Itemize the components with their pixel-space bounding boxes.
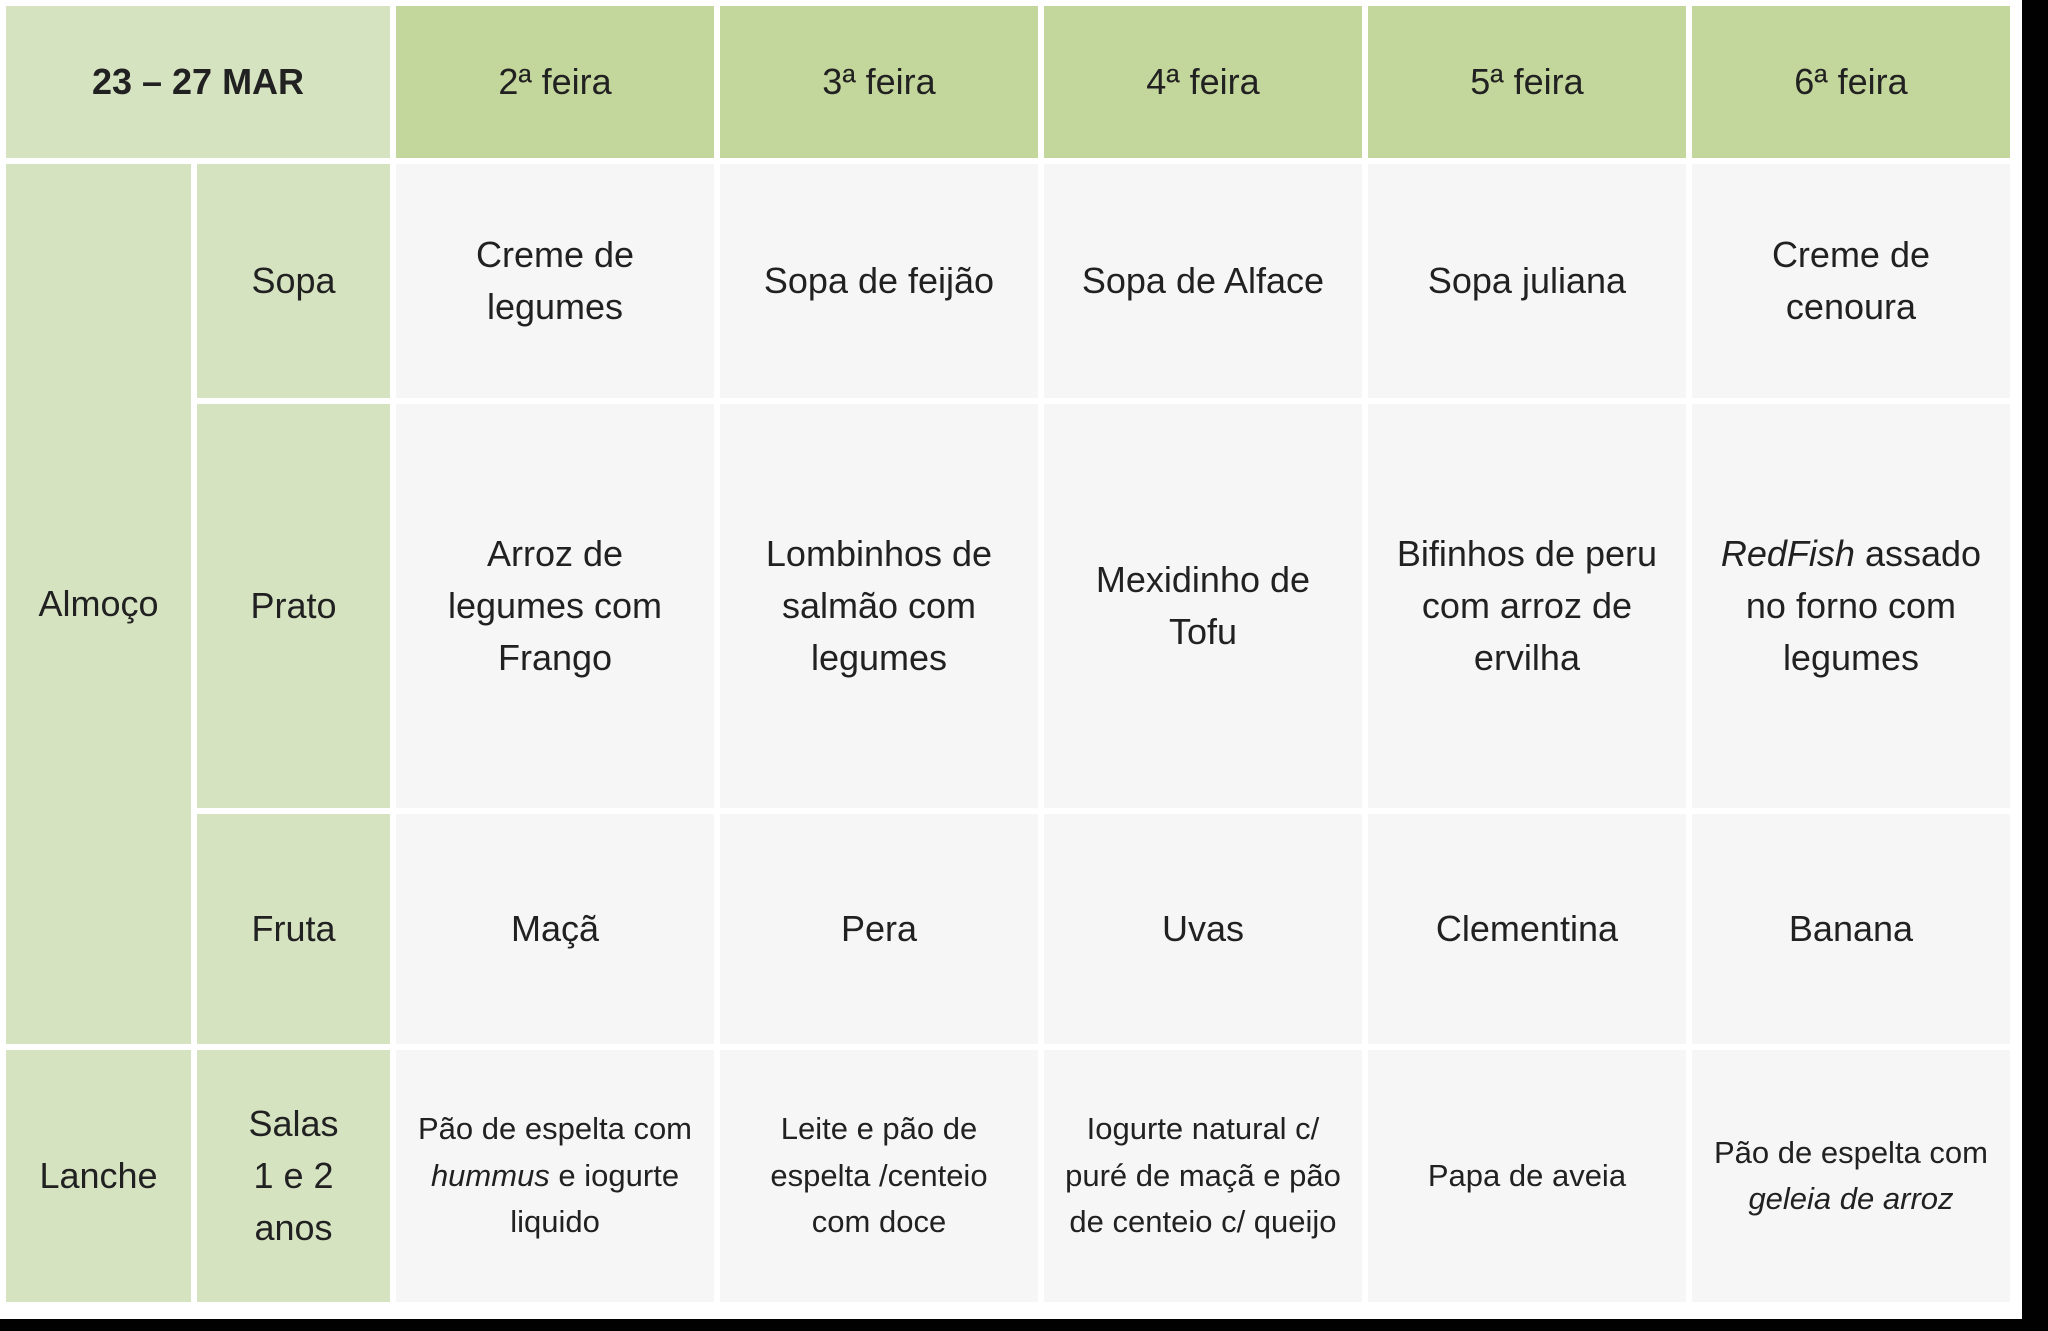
day-header-3a-feira: 3ª feira (720, 6, 1038, 158)
category-label-fruta: Fruta (197, 814, 391, 1044)
section-label-almoco: Almoço (6, 164, 191, 1044)
lanche-row: Lanche Salas 1 e 2 anos Pão de espelta c… (6, 1050, 2010, 1302)
menu-cell-prato-2a-feira: Arroz de legumes com Frango (396, 404, 714, 808)
menu-cell-sopa-6a-feira: Creme de cenoura (1691, 164, 2010, 398)
menu-cell-lanche-2a-feira: Pão de espelta com hummus e iogurte liqu… (396, 1050, 714, 1302)
menu-cell-fruta-5a-feira: Clementina (1367, 814, 1686, 1044)
menu-cell-fruta-3a-feira: Pera (720, 814, 1038, 1044)
menu-cell-fruta-6a-feira: Banana (1691, 814, 2010, 1044)
menu-cell-lanche-6a-feira: Pão de espelta com geleia de arroz (1691, 1050, 2010, 1302)
menu-cell-prato-3a-feira: Lombinhos de salmão com legumes (720, 404, 1038, 808)
menu-cell-sopa-5a-feira: Sopa juliana (1367, 164, 1686, 398)
fruta-row: Fruta Maçã Pera Uvas Clementina Banana (6, 814, 2010, 1044)
day-header-2a-feira: 2ª feira (396, 6, 714, 158)
prato-row: Prato Arroz de legumes com Frango Lombin… (6, 404, 2010, 808)
weekly-menu-table: 23 – 27 MAR 2ª feira 3ª feira 4ª feira 5… (6, 6, 2010, 1302)
week-range-header: 23 – 27 MAR (6, 6, 391, 158)
day-header-4a-feira: 4ª feira (1043, 6, 1362, 158)
bottom-black-bar (0, 1319, 2048, 1331)
menu-cell-lanche-4a-feira: Iogurte natural c/ puré de maçã e pão de… (1043, 1050, 1362, 1302)
menu-cell-prato-5a-feira: Bifinhos de peru com arroz de ervilha (1367, 404, 1686, 808)
category-label-salas: Salas 1 e 2 anos (197, 1050, 391, 1302)
menu-cell-prato-6a-feira: RedFish assado no forno com legumes (1691, 404, 2010, 808)
day-header-5a-feira: 5ª feira (1367, 6, 1686, 158)
menu-cell-lanche-5a-feira: Papa de aveia (1367, 1050, 1686, 1302)
right-black-bar (2022, 0, 2048, 1331)
header-row: 23 – 27 MAR 2ª feira 3ª feira 4ª feira 5… (6, 6, 2010, 158)
category-label-prato: Prato (197, 404, 391, 808)
menu-cell-fruta-4a-feira: Uvas (1043, 814, 1362, 1044)
category-label-sopa: Sopa (197, 164, 391, 398)
section-label-lanche: Lanche (6, 1050, 191, 1302)
menu-cell-sopa-2a-feira: Creme de legumes (396, 164, 714, 398)
menu-cell-fruta-2a-feira: Maçã (396, 814, 714, 1044)
menu-cell-sopa-4a-feira: Sopa de Alface (1043, 164, 1362, 398)
day-header-6a-feira: 6ª feira (1691, 6, 2010, 158)
sopa-row: Almoço Sopa Creme de legumes Sopa de fei… (6, 164, 2010, 1044)
menu-cell-sopa-3a-feira: Sopa de feijão (720, 164, 1038, 398)
menu-cell-prato-4a-feira: Mexidinho de Tofu (1043, 404, 1362, 808)
menu-cell-lanche-3a-feira: Leite e pão de espelta /centeio com doce (720, 1050, 1038, 1302)
